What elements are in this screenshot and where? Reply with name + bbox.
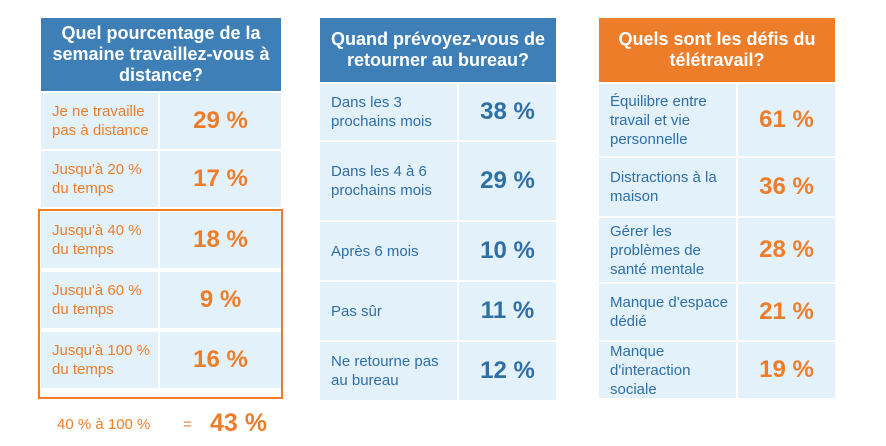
row-label: Manque d'interaction sociale	[610, 342, 691, 398]
summary-equals: =	[183, 416, 192, 433]
table-row: Dans les 4 à 6 prochains mois 29 %	[320, 142, 556, 220]
row-separator	[736, 284, 738, 340]
row-label: Je ne travaille pas à distance	[52, 103, 149, 139]
row-value: 17 %	[193, 165, 248, 192]
table-row: Équilibre entre travail et vie personnel…	[599, 84, 835, 156]
table-row: Pas sûr 11 %	[320, 282, 556, 340]
table-row: Manque d'espace dédié 21 %	[599, 284, 835, 340]
row-separator	[457, 282, 459, 340]
table-row: Jusqu'à 100 % du temps 16 %	[41, 332, 281, 388]
summary-value: 43 %	[210, 409, 267, 437]
row-value: 16 %	[193, 346, 248, 373]
table-row: Je ne travaille pas à distance 29 %	[41, 93, 281, 149]
row-label: Après 6 mois	[331, 242, 419, 260]
row-value: 18 %	[193, 226, 248, 253]
row-value: 19 %	[759, 356, 814, 383]
table-row: Jusqu'à 40 % du temps 18 %	[41, 212, 281, 268]
row-separator	[736, 342, 738, 398]
row-value: 36 %	[759, 173, 814, 200]
row-separator	[158, 212, 160, 268]
row-separator	[158, 151, 160, 207]
row-value: 28 %	[759, 236, 814, 263]
row-label: Dans les 3 prochains mois	[331, 94, 432, 130]
row-label: Pas sûr	[331, 302, 382, 320]
row-label: Équilibre entre travail et vie personnel…	[610, 92, 707, 148]
row-value: 9 %	[199, 286, 242, 313]
table-row: Jusqu'à 20 % du temps 17 %	[41, 151, 281, 207]
row-value: 29 %	[193, 107, 248, 134]
table-row: Après 6 mois 10 %	[320, 222, 556, 280]
row-label: Manque d'espace dédié	[610, 294, 728, 330]
table-row: Manque d'interaction sociale 19 %	[599, 342, 835, 398]
table-row: Ne retourne pas au bureau 12 %	[320, 342, 556, 400]
table-row: Dans les 3 prochains mois 38 %	[320, 84, 556, 140]
row-value: 21 %	[759, 298, 814, 325]
row-separator	[457, 222, 459, 280]
table-row: Jusqu'à 60 % du temps 9 %	[41, 272, 281, 328]
row-label: Jusqu'à 40 % du temps	[52, 222, 142, 258]
panel-3-title: Quels sont les défis du télétravail?	[599, 18, 835, 82]
row-value: 10 %	[480, 237, 535, 264]
panel-2-title: Quand prévoyez-vous de retourner au bure…	[320, 18, 556, 82]
highlight-box	[38, 209, 283, 399]
row-label: Distractions à la maison	[610, 169, 717, 205]
row-label: Ne retourne pas au bureau	[331, 353, 439, 389]
row-label: Jusqu'à 20 % du temps	[52, 161, 142, 197]
row-separator	[736, 218, 738, 282]
row-label: Gérer les problèmes de santé mentale	[610, 222, 705, 278]
row-separator	[457, 84, 459, 140]
row-value: 38 %	[480, 98, 535, 125]
row-separator	[457, 142, 459, 220]
row-value: 12 %	[480, 357, 535, 384]
row-separator	[158, 272, 160, 328]
table-row: Gérer les problèmes de santé mentale 28 %	[599, 218, 835, 282]
summary-label: 40 % à 100 %	[57, 416, 151, 433]
row-separator	[736, 84, 738, 156]
row-separator	[736, 158, 738, 216]
row-value: 11 %	[480, 297, 535, 324]
row-label: Jusqu'à 100 % du temps	[52, 342, 150, 378]
row-value: 29 %	[480, 167, 535, 194]
row-separator	[457, 342, 459, 400]
row-separator	[158, 332, 160, 388]
row-value: 61 %	[759, 106, 814, 133]
row-separator	[158, 93, 160, 149]
row-label: Dans les 4 à 6 prochains mois	[331, 163, 432, 199]
panel-1-title: Quel pourcentage de la semaine travaille…	[41, 18, 281, 91]
row-label: Jusqu'à 60 % du temps	[52, 282, 142, 318]
table-row: Distractions à la maison 36 %	[599, 158, 835, 216]
